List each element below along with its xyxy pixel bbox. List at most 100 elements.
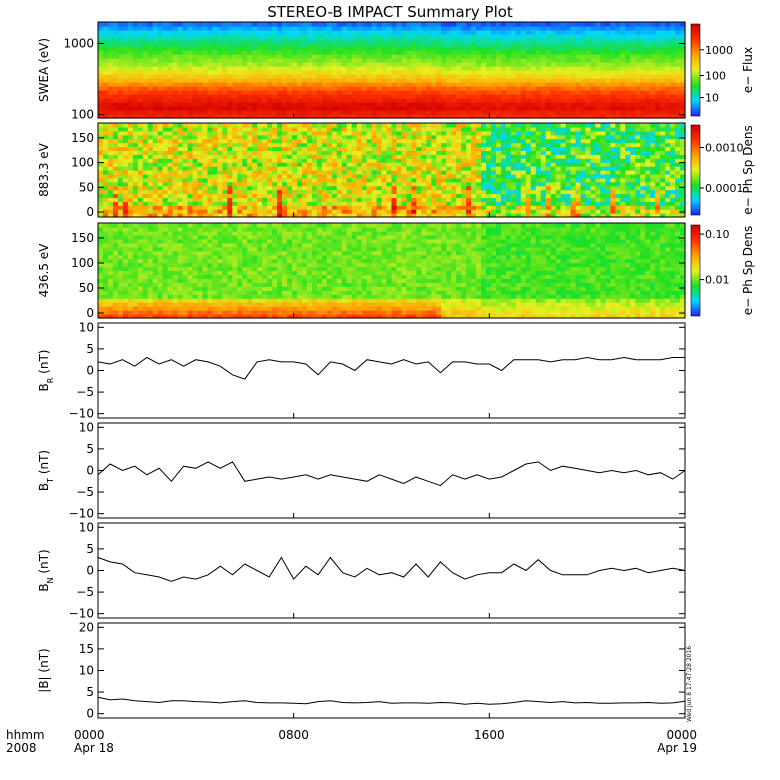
spectrogram-cell: [595, 54, 602, 59]
spectrogram-cell: [456, 205, 462, 210]
spectrogram-cell: [351, 22, 358, 27]
spectrogram-cell: [182, 205, 189, 210]
spectrogram-cell: [292, 90, 298, 95]
spectrogram-cell: [401, 130, 408, 136]
spectrogram-cell: [177, 94, 184, 99]
spectrogram-cell: [416, 58, 422, 63]
spectrogram-cell: [451, 185, 457, 191]
spectrogram-cell: [535, 114, 542, 119]
spectrogram-cell: [500, 162, 507, 167]
spectrogram-cell: [525, 181, 532, 187]
spectrogram-cell: [331, 154, 338, 159]
spectrogram-cell: [157, 205, 164, 210]
spectrogram-cell: [232, 123, 238, 128]
spectrogram-cell: [232, 78, 238, 83]
spectrogram-cell: [471, 86, 477, 91]
spectrogram-cell: [520, 209, 527, 214]
spectrogram-cell: [127, 166, 134, 171]
spectrogram-cell: [406, 181, 412, 187]
spectrogram-cell: [296, 126, 303, 132]
spectrogram-cell: [301, 166, 308, 171]
spectrogram-cell: [530, 189, 537, 195]
spectrogram-cell: [212, 66, 218, 71]
spectrogram-cell: [167, 126, 174, 132]
spectrogram-cell: [292, 102, 298, 107]
spectrogram-cell: [182, 177, 189, 183]
spectrogram-cell: [207, 106, 214, 111]
spectrogram-cell: [486, 181, 492, 187]
spectrogram-cell: [515, 146, 522, 152]
spectrogram-cell: [187, 78, 194, 83]
spectrogram-cell: [376, 30, 383, 35]
spectrogram-cell: [515, 114, 522, 119]
spectrogram-cell: [421, 146, 427, 152]
spectrogram-cell: [242, 94, 248, 99]
spectrogram-cell: [456, 62, 462, 67]
spectrogram-cell: [500, 209, 507, 214]
spectrogram-cell: [655, 86, 661, 91]
spectrogram-cell: [421, 66, 427, 71]
spectrogram-cell: [486, 58, 492, 63]
spectrogram-cell: [207, 110, 214, 115]
spectrogram-cell: [550, 46, 557, 51]
spectrogram-cell: [187, 193, 194, 199]
spectrogram-cell: [267, 54, 273, 59]
spectrogram-cell: [451, 70, 457, 75]
spectrogram-cell: [132, 22, 139, 27]
spectrogram-cell: [282, 138, 288, 144]
spectrogram-cell: [147, 170, 154, 175]
spectrogram-cell: [122, 106, 129, 111]
spectrogram-cell: [147, 150, 154, 155]
spectrogram-cell: [466, 181, 472, 187]
spectrogram-cell: [336, 146, 343, 152]
spectrogram-cell: [560, 74, 567, 79]
spectrogram-cell: [172, 166, 179, 171]
spectrogram-cell: [476, 46, 482, 51]
spectrogram-cell: [232, 82, 238, 87]
spectrogram-cell: [172, 150, 179, 155]
spectrogram-cell: [192, 54, 199, 59]
spectrogram-cell: [456, 130, 462, 136]
spectrogram-cell: [535, 66, 542, 71]
spectrogram-cell: [555, 54, 562, 59]
spectrogram-cell: [660, 38, 666, 43]
spectrogram-cell: [371, 126, 378, 132]
spectrogram-cell: [500, 70, 507, 75]
spectrogram-cell: [207, 146, 214, 152]
spectrogram-cell: [590, 30, 597, 35]
spectrogram-cell: [605, 38, 611, 43]
spectrogram-cell: [301, 142, 308, 148]
spectrogram-cell: [376, 213, 383, 218]
spectrogram-cell: [645, 54, 651, 59]
spectrogram-cell: [157, 106, 164, 111]
spectrogram-cell: [466, 114, 472, 119]
spectrogram-cell: [127, 138, 134, 144]
spectrogram-cell: [192, 38, 199, 43]
spectrogram-cell: [222, 130, 228, 136]
spectrogram-cell: [361, 54, 368, 59]
spectrogram-cell: [361, 185, 368, 191]
spectrogram-cell: [257, 50, 263, 55]
spectrogram-cell: [351, 158, 358, 163]
spectrogram-cell: [192, 185, 199, 191]
spectrogram-cell: [476, 138, 482, 144]
spectrogram-cell: [132, 98, 139, 103]
colorbar-tick-label: 100: [705, 70, 726, 83]
spectrogram-cell: [356, 213, 363, 218]
spectrogram-cell: [282, 213, 288, 218]
spectrogram-cell: [495, 90, 502, 95]
spectrogram-cell: [122, 22, 129, 27]
spectrogram-cell: [421, 173, 427, 179]
spectrogram-cell: [481, 38, 487, 43]
spectrogram-cell: [301, 209, 308, 214]
spectrogram-cell: [446, 158, 452, 163]
spectrogram-cell: [510, 74, 517, 79]
spectrogram-cell: [585, 26, 592, 31]
spectrogram-cell: [431, 58, 437, 63]
spectrogram-cell: [356, 102, 363, 107]
spectrogram-cell: [321, 162, 328, 167]
spectrogram-cell: [605, 30, 611, 35]
spectrogram-cell: [177, 62, 184, 67]
spectrogram-cell: [451, 98, 457, 103]
spectrogram-cell: [167, 213, 174, 218]
